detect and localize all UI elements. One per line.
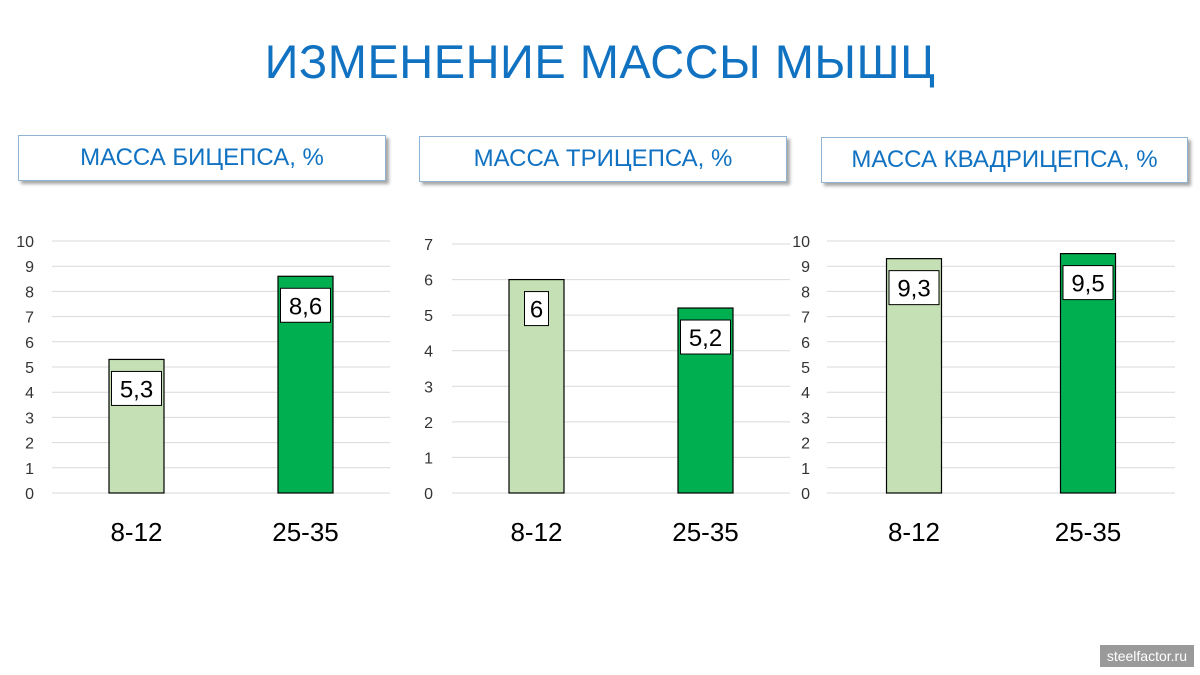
watermark: steelfactor.ru xyxy=(1099,645,1194,667)
chart-title-triceps: МАССА ТРИЦЕПСА, % xyxy=(419,136,787,182)
quadriceps-x-category-label: 8-12 xyxy=(888,517,940,547)
biceps-y-tick-label: 4 xyxy=(25,385,34,402)
triceps-y-tick-label: 4 xyxy=(424,344,433,361)
quadriceps-y-tick-label: 6 xyxy=(801,335,810,352)
chart-title-biceps: МАССА БИЦЕПСА, % xyxy=(18,135,386,181)
biceps-y-tick-label: 8 xyxy=(25,284,34,301)
biceps-x-category-label: 25-35 xyxy=(272,517,339,547)
biceps-y-tick-label: 7 xyxy=(25,310,34,327)
biceps-y-tick-label: 0 xyxy=(25,486,34,503)
biceps-data-label-box xyxy=(111,370,162,406)
triceps-y-tick-label: 6 xyxy=(424,273,433,290)
quadriceps-y-tick-label: 0 xyxy=(801,486,810,503)
quadriceps-y-tick-label: 3 xyxy=(801,410,810,427)
triceps-x-category-label: 8-12 xyxy=(510,517,562,547)
biceps-data-label: 8,6 xyxy=(289,293,322,320)
quadriceps-y-tick-label: 9 xyxy=(801,259,810,276)
quadriceps-y-tick-label: 1 xyxy=(801,461,810,478)
quadriceps-y-tick-label: 10 xyxy=(792,234,810,251)
quadriceps-y-tick-label: 7 xyxy=(801,310,810,327)
biceps-data-label-box xyxy=(280,287,331,323)
biceps-y-tick-label: 5 xyxy=(25,360,34,377)
biceps-y-tick-label: 1 xyxy=(25,461,34,478)
triceps-y-tick-label: 7 xyxy=(424,237,433,254)
quadriceps-data-label: 9,5 xyxy=(1071,271,1104,298)
biceps-y-tick-label: 3 xyxy=(25,410,34,427)
triceps-y-tick-label: 1 xyxy=(424,450,433,467)
biceps-y-tick-label: 6 xyxy=(25,335,34,352)
quadriceps-data-label-box xyxy=(888,270,940,306)
quadriceps-data-label: 9,3 xyxy=(897,276,930,303)
biceps-y-tick-label: 9 xyxy=(25,259,34,276)
triceps-y-tick-label: 3 xyxy=(424,379,433,396)
triceps-y-tick-label: 2 xyxy=(424,415,433,432)
biceps-x-category-label: 8-12 xyxy=(110,517,162,547)
quadriceps-y-tick-label: 5 xyxy=(801,360,810,377)
page-title: ИЗМЕНЕНИЕ МАССЫ МЫШЦ xyxy=(264,35,936,88)
triceps-data-label: 5,2 xyxy=(689,325,722,352)
triceps-data-label: 6 xyxy=(530,297,543,324)
biceps-data-label: 5,3 xyxy=(120,376,153,403)
biceps-y-tick-label: 2 xyxy=(25,436,34,453)
quadriceps-data-label-box xyxy=(1062,265,1114,301)
triceps-data-label-box xyxy=(524,291,549,327)
triceps-y-tick-label: 5 xyxy=(424,308,433,325)
triceps-y-tick-label: 0 xyxy=(424,486,433,503)
quadriceps-y-tick-label: 4 xyxy=(801,385,810,402)
triceps-data-label-box xyxy=(680,319,731,355)
quadriceps-x-category-label: 25-35 xyxy=(1055,517,1122,547)
biceps-y-tick-label: 10 xyxy=(16,234,34,251)
chart-title-quadriceps: МАССА КВАДРИЦЕПСА, % xyxy=(821,137,1188,183)
triceps-x-category-label: 25-35 xyxy=(672,517,739,547)
quadriceps-y-tick-label: 2 xyxy=(801,436,810,453)
quadriceps-y-tick-label: 8 xyxy=(801,284,810,301)
